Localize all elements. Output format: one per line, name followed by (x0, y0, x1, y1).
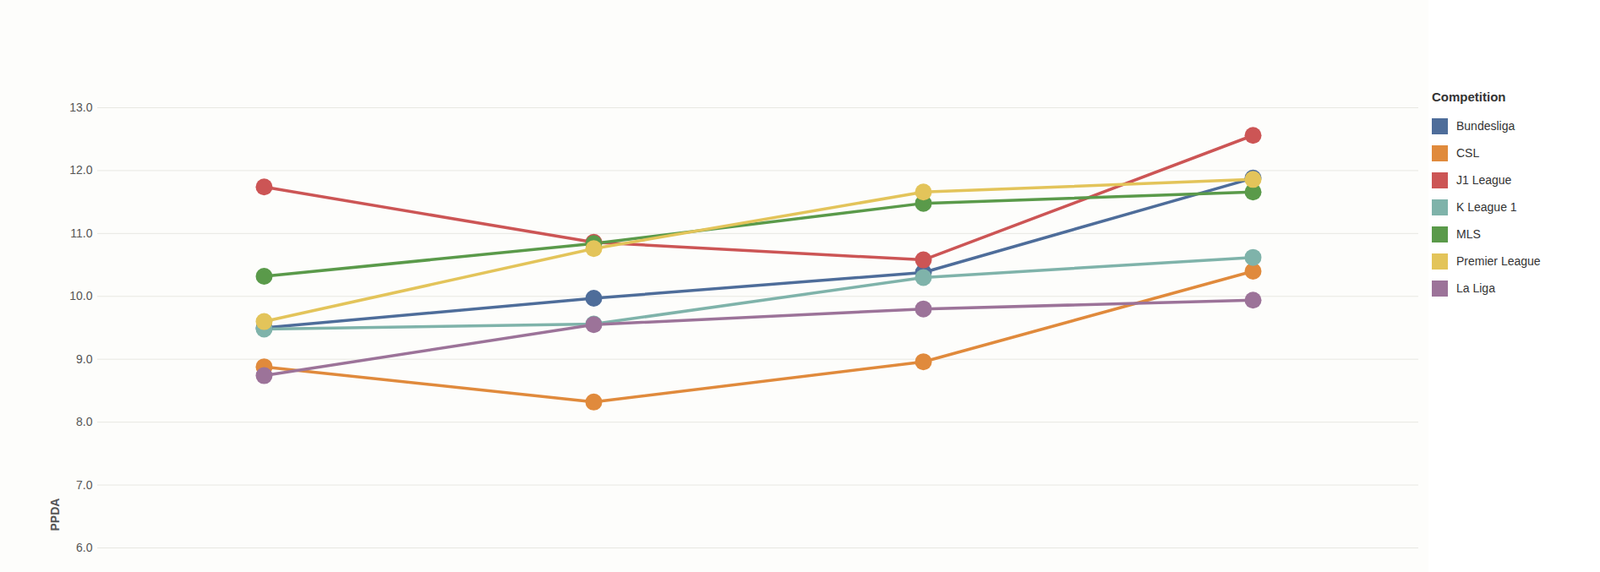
html-text:J1 League: J1 League (1456, 173, 1512, 187)
html-text:Bundesliga: Bundesliga (1456, 119, 1515, 133)
html-text:CSL: CSL (1456, 146, 1480, 160)
html-text:MLS: MLS (1456, 227, 1481, 241)
html-text:K League 1: K League 1 (1456, 200, 1517, 214)
svg-text:9.0: 9.0 (76, 352, 93, 366)
svg-text:PPDA: PPDA (48, 498, 62, 532)
svg-text:12.0: 12.0 (69, 163, 93, 177)
svg-text:6.0: 6.0 (76, 540, 93, 555)
svg-text:8.0: 8.0 (76, 415, 93, 429)
svg-text:11.0: 11.0 (70, 226, 93, 241)
html-text:La Liga: La Liga (1456, 281, 1496, 295)
svg-text:7.0: 7.0 (76, 478, 93, 492)
svg-text:10.0: 10.0 (69, 289, 93, 303)
html-text:Premier League: Premier League (1456, 254, 1541, 268)
html-text:Competition: Competition (1431, 89, 1506, 104)
svg-text:13.0: 13.0 (69, 100, 93, 115)
